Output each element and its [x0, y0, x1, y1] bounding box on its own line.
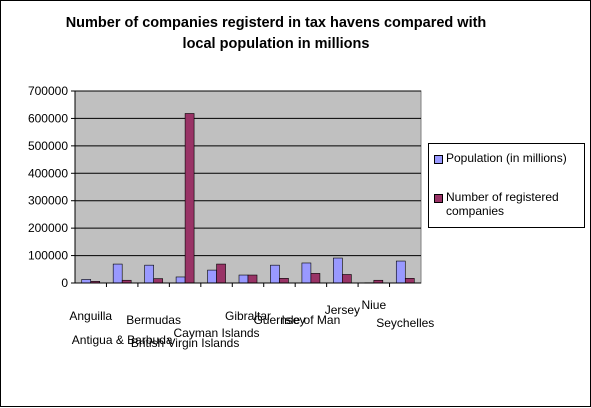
bar-population: [81, 279, 92, 284]
y-tick-label: 700000: [28, 84, 68, 98]
bar-population: [207, 269, 217, 284]
y-tick-label: 600000: [28, 111, 68, 125]
x-tick-label: Cayman Islands: [174, 326, 260, 340]
bar-registered-companies: [153, 278, 163, 284]
plot-area: [74, 90, 422, 284]
legend-swatch-registered-companies: [434, 194, 443, 203]
bar-registered-companies: [216, 263, 226, 284]
bar-registered-companies: [247, 274, 258, 284]
x-tick-label: Gibraltar: [225, 309, 271, 323]
bar-registered-companies: [184, 113, 195, 284]
grid-lines: [75, 90, 421, 257]
bar-population: [333, 257, 343, 284]
y-tick-label: 0: [61, 276, 68, 290]
y-tick-label: 200000: [28, 221, 68, 235]
legend-swatch-population: [434, 155, 443, 164]
bar-registered-companies: [404, 278, 415, 284]
legend-label-population: Population (in millions): [446, 151, 567, 165]
x-tick-label: British Virgin Islands: [131, 336, 240, 350]
y-tick-label: 100000: [28, 249, 68, 263]
legend: Population (in millions) Number of regis…: [428, 143, 585, 228]
bar-registered-companies: [279, 278, 289, 284]
bar-population: [175, 276, 186, 284]
x-tick-label: Anguilla: [69, 309, 112, 323]
legend-label-registered-companies: Number of registered companies: [446, 190, 559, 218]
bar-population: [270, 264, 280, 284]
bar-population: [144, 264, 154, 284]
y-tick-label: 400000: [28, 166, 68, 180]
x-tick-label: Seychelles: [376, 316, 434, 330]
chart-title: Number of companies registerd in tax hav…: [65, 15, 487, 52]
bar-population: [112, 263, 123, 284]
x-tick-label: Isle of Man: [282, 313, 341, 327]
y-tick-labels: 0 100000 200000 300000 400000 500000 600000 700…: [28, 84, 75, 290]
bar-population: [301, 262, 312, 284]
axes: [74, 91, 421, 287]
x-tick-label: Guernsey: [253, 313, 305, 327]
x-tick-label: Niue: [361, 298, 386, 312]
bar-population: [395, 260, 406, 284]
y-tick-label: 500000: [28, 139, 68, 153]
x-tick-label: Jersey: [325, 303, 360, 317]
x-tick-labels: Anguilla Antigua & Barbuda Bermudas British…: [69, 298, 434, 350]
x-tick-label: Bermudas: [126, 313, 181, 327]
bar-registered-companies: [342, 274, 352, 284]
y-tick-label: 300000: [28, 194, 68, 208]
bar-registered-companies: [310, 273, 321, 284]
x-tick-label: Antigua & Barbuda: [72, 333, 173, 347]
bar-population: [238, 274, 249, 284]
